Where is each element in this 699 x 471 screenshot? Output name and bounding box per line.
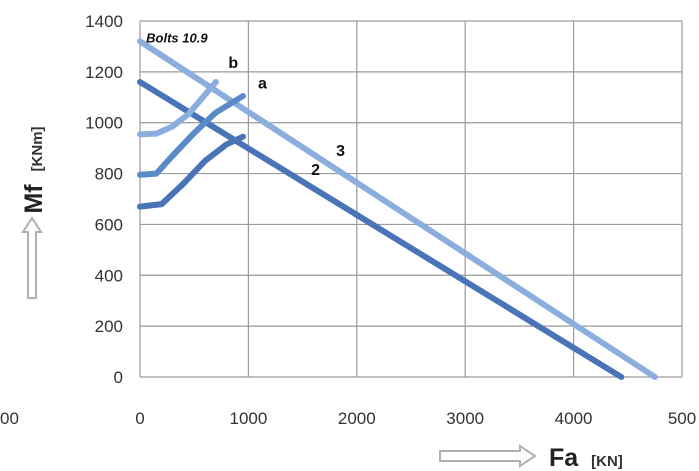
- y-tick-label: 1400: [85, 12, 123, 31]
- y-tick-label: 0: [114, 368, 123, 387]
- annotation-label: Bolts 10.9: [146, 31, 208, 46]
- annotation-label: b: [228, 55, 238, 72]
- annotation-label: 2: [311, 162, 320, 179]
- x-tick-label: 4000: [555, 409, 593, 428]
- series-line-5: [137, 133, 246, 210]
- svg-text:Mf [KNm]: Mf [KNm]: [20, 126, 48, 213]
- y-tick-label: 800: [95, 165, 123, 184]
- y-tick-label: 1000: [85, 114, 123, 133]
- annotation-label: 3: [336, 143, 345, 160]
- y-axis-unit: [KNm]: [29, 126, 46, 171]
- x-tick-label: 3000: [446, 409, 484, 428]
- x-tick-label: 0: [135, 409, 144, 428]
- series-line-4: [137, 93, 246, 178]
- x-tick-label: 1000: [229, 409, 267, 428]
- y-axis-label: Mf: [20, 184, 48, 214]
- y-tick-labels: 0 200 400 600 800 1000 1200 1400: [85, 12, 123, 387]
- series-line-1: [137, 38, 658, 380]
- y-axis-title: Mf [KNm]: [20, 126, 48, 213]
- x-tick-labels: 0 1000 2000 3000 4000 500: [135, 409, 696, 428]
- annotations: Bolts 10.9 b a 32: [146, 31, 345, 179]
- x-axis-label: Fa: [549, 444, 579, 471]
- series-group: [137, 38, 658, 380]
- y-tick-label: 200: [95, 317, 123, 336]
- y-tick-label: 1200: [85, 63, 123, 82]
- x-tick-label: 2000: [338, 409, 376, 428]
- series-line-2: [137, 79, 625, 380]
- series-line-3: [137, 79, 219, 138]
- right-arrow-icon: [439, 444, 537, 468]
- x-axis-unit: [KN]: [591, 453, 623, 470]
- x-clipped-tick-label: 00: [0, 409, 19, 428]
- annotation-label: a: [258, 75, 267, 92]
- y-tick-label: 400: [95, 266, 123, 285]
- up-arrow-icon: [21, 216, 43, 299]
- y-tick-label: 600: [95, 215, 123, 234]
- grid: [139, 20, 683, 378]
- svg-text:Fa [KN]: Fa [KN]: [549, 444, 623, 471]
- x-tick-label: 500: [668, 409, 696, 428]
